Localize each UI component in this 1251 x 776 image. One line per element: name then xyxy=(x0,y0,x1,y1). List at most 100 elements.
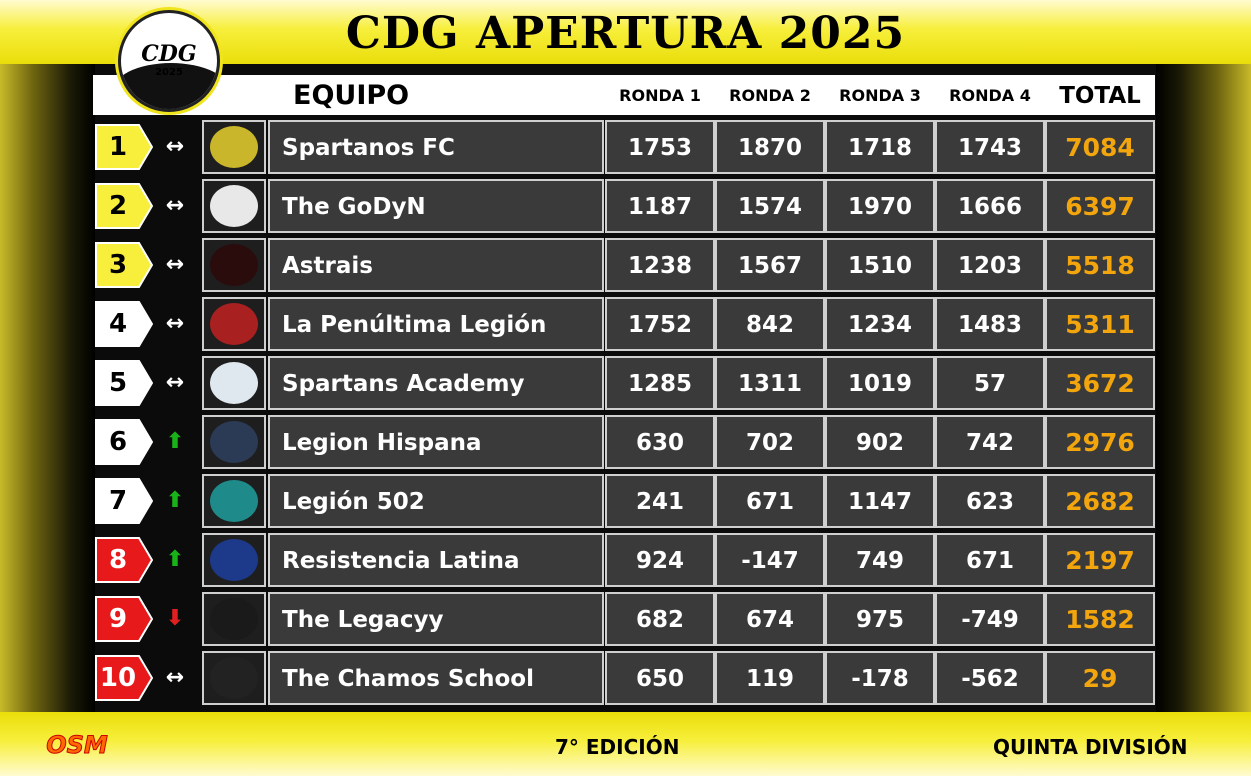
round-4-cell: 742 xyxy=(935,415,1045,469)
round-4-cell: 671 xyxy=(935,533,1045,587)
total-score: 3672 xyxy=(1065,369,1135,398)
position-number: 7 xyxy=(108,486,128,516)
round-4-score: 1203 xyxy=(957,253,1022,279)
position-badge: 8 xyxy=(95,537,153,583)
round-1-cell: 241 xyxy=(605,474,715,528)
round-4-score: 57 xyxy=(973,371,1006,397)
table-row: 8 ⬆ Resistencia Latina 924 -147 749 671 2197 xyxy=(93,533,1155,587)
position-number: 2 xyxy=(108,191,128,221)
position-badge: 7 xyxy=(95,478,153,524)
trend-arrow-down-icon: ⬇ xyxy=(165,606,185,631)
team-crest xyxy=(202,415,266,469)
team-name: Spartanos FC xyxy=(282,135,455,161)
quetzal-bird-icon xyxy=(210,480,258,522)
round-3-score: -178 xyxy=(851,666,909,692)
cdg-logo: CDG 2025 xyxy=(118,10,220,112)
round-1-score: 630 xyxy=(635,430,684,456)
spartan-helmet-icon xyxy=(210,126,258,168)
team-name: Resistencia Latina xyxy=(282,548,520,574)
total-score: 2976 xyxy=(1065,428,1135,457)
round-3-score: 902 xyxy=(855,430,904,456)
total-score: 7084 xyxy=(1065,133,1135,162)
round-3-cell: 902 xyxy=(825,415,935,469)
round-3-cell: 1234 xyxy=(825,297,935,351)
round-1-score: 650 xyxy=(635,666,684,692)
team-cell: Astrais xyxy=(268,238,604,292)
team-cell: Legión 502 xyxy=(268,474,604,528)
position-chevron-icon xyxy=(95,537,153,583)
team-crest xyxy=(202,179,266,233)
trend-arrow-up-icon: ⬆ xyxy=(165,429,185,454)
team-crest xyxy=(202,474,266,528)
left-decoration xyxy=(0,64,95,712)
total-cell: 2197 xyxy=(1045,533,1155,587)
round-3-score: 975 xyxy=(855,607,904,633)
osm-logo: OSM xyxy=(37,729,117,761)
round-1-cell: 650 xyxy=(605,651,715,705)
round-3-cell: 1510 xyxy=(825,238,935,292)
round-2-cell: 674 xyxy=(715,592,825,646)
round-2-score: 1311 xyxy=(737,371,802,397)
position-number: 3 xyxy=(108,250,128,280)
position-badge: 2 xyxy=(95,183,153,229)
total-score: 5311 xyxy=(1065,310,1135,339)
position-chevron-icon xyxy=(95,596,153,642)
round-2-cell: 842 xyxy=(715,297,825,351)
knight-emblem-icon xyxy=(210,421,258,463)
trend-both-arrows-icon: ↔ xyxy=(165,311,185,336)
round-2-cell: 671 xyxy=(715,474,825,528)
team-cell: The Chamos School xyxy=(268,651,604,705)
header-round-2: RONDA 2 xyxy=(729,86,811,105)
position-badge: 3 xyxy=(95,242,153,288)
team-name: The GoDyN xyxy=(282,194,426,220)
round-4-cell: -749 xyxy=(935,592,1045,646)
team-cell: Legion Hispana xyxy=(268,415,604,469)
table-row: 10 ↔ The Chamos School 650 119 -178 -562 29 xyxy=(93,651,1155,705)
team-crest xyxy=(202,356,266,410)
round-2-cell: 1311 xyxy=(715,356,825,410)
round-2-score: 119 xyxy=(745,666,794,692)
position-chevron-icon xyxy=(95,301,153,347)
header-team: EQUIPO xyxy=(293,80,410,111)
round-4-cell: 1203 xyxy=(935,238,1045,292)
logo-text: CDG xyxy=(141,41,197,67)
total-cell: 2976 xyxy=(1045,415,1155,469)
round-3-score: 1510 xyxy=(847,253,912,279)
team-name: La Penúltima Legión xyxy=(282,312,547,338)
position-badge: 6 xyxy=(95,419,153,465)
round-2-score: 674 xyxy=(745,607,794,633)
table-row: 2 ↔ The GoDyN 1187 1574 1970 1666 6397 xyxy=(93,179,1155,233)
team-crest xyxy=(202,651,266,705)
round-4-score: 1743 xyxy=(957,135,1022,161)
round-1-cell: 1285 xyxy=(605,356,715,410)
total-cell: 5518 xyxy=(1045,238,1155,292)
round-4-cell: 623 xyxy=(935,474,1045,528)
table-row: 3 ↔ Astrais 1238 1567 1510 1203 5518 xyxy=(93,238,1155,292)
round-3-score: 1718 xyxy=(847,135,912,161)
round-2-cell: 1567 xyxy=(715,238,825,292)
position-number: 9 xyxy=(108,604,128,634)
total-score: 2682 xyxy=(1065,487,1135,516)
round-4-score: 671 xyxy=(965,548,1014,574)
header-round-1: RONDA 1 xyxy=(619,86,701,105)
round-4-cell: 1666 xyxy=(935,179,1045,233)
sra-badge-icon xyxy=(210,362,258,404)
round-1-score: 682 xyxy=(635,607,684,633)
total-score: 6397 xyxy=(1065,192,1135,221)
total-cell: 29 xyxy=(1045,651,1155,705)
team-crest xyxy=(202,297,266,351)
team-cell: Spartans Academy xyxy=(268,356,604,410)
header-round-4: RONDA 4 xyxy=(949,86,1031,105)
round-2-cell: 702 xyxy=(715,415,825,469)
round-2-score: 671 xyxy=(745,489,794,515)
total-cell: 5311 xyxy=(1045,297,1155,351)
round-2-cell: 119 xyxy=(715,651,825,705)
round-2-score: -147 xyxy=(741,548,799,574)
position-number: 1 xyxy=(108,132,128,162)
position-badge: 5 xyxy=(95,360,153,406)
page-title: CDG APERTURA 2025 xyxy=(345,8,906,59)
table-row: 9 ⬇ The Legacyy 682 674 975 -749 1582 xyxy=(93,592,1155,646)
team-cell: La Penúltima Legión xyxy=(268,297,604,351)
position-number: 5 xyxy=(108,368,128,398)
position-badge: 9 xyxy=(95,596,153,642)
